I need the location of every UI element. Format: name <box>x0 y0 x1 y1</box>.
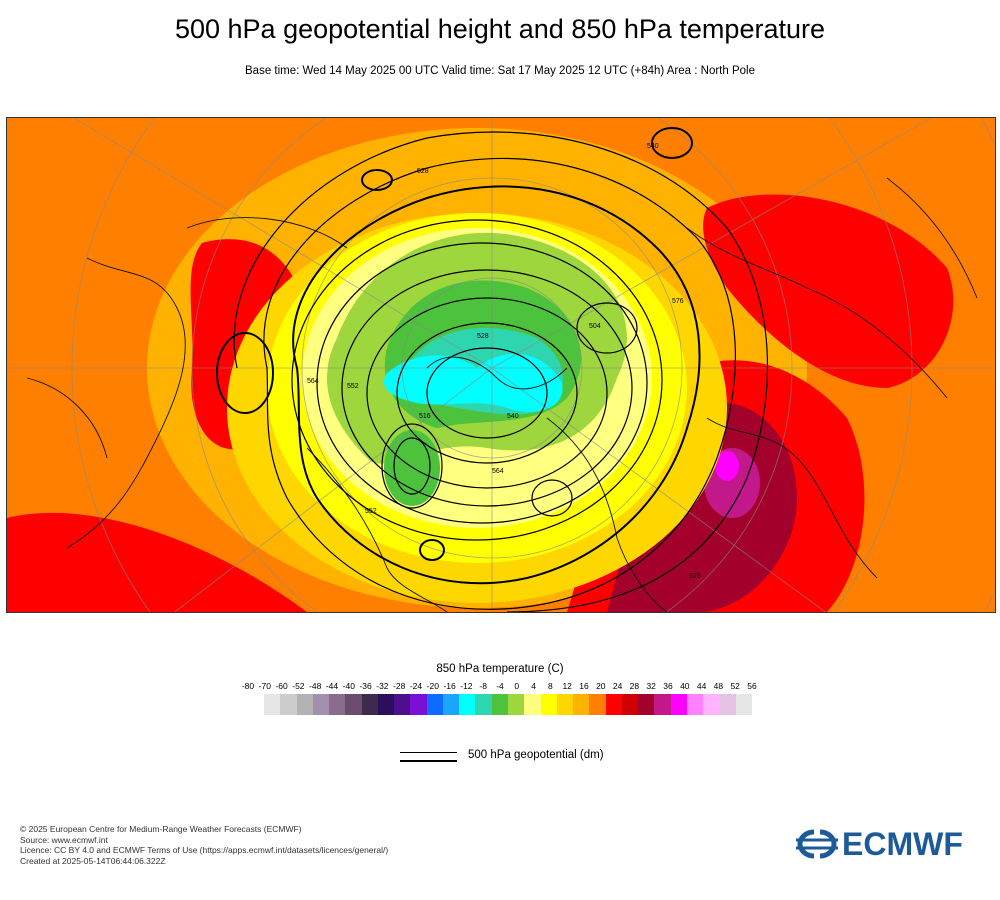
legend-tick-label: -36 <box>359 681 372 691</box>
legend-swatch <box>475 694 492 715</box>
legend-swatch <box>703 694 720 715</box>
legend-swatch <box>345 694 362 715</box>
legend-swatch <box>735 694 752 715</box>
legend-swatch <box>573 694 590 715</box>
legend-tick-label: -32 <box>376 681 389 691</box>
contour-label: 504 <box>589 323 601 330</box>
legend-tick-label: -44 <box>325 681 339 691</box>
legend-swatch <box>426 694 443 715</box>
legend-tick-label: 36 <box>663 681 673 691</box>
legend-tick-label: 0 <box>514 681 520 691</box>
contour-label: 552 <box>347 383 359 390</box>
legend-swatch <box>556 694 574 715</box>
legend-tick-label: 4 <box>531 681 536 691</box>
legend-title: 850 hPa temperature (C) <box>436 663 564 675</box>
geopotential-contours <box>216 127 769 612</box>
contour-label: 564 <box>492 468 504 475</box>
ecmwf-logo-icon <box>796 829 838 859</box>
ecmwf-logo-text: ECMWF <box>842 826 963 862</box>
legend-swatch <box>329 694 346 715</box>
legend-swatch <box>686 694 704 715</box>
legend-tick-label: -70 <box>258 681 271 691</box>
legend-colorbar <box>264 694 752 715</box>
legend-swatch <box>410 694 427 715</box>
legend-tick-label: -12 <box>460 681 473 691</box>
contour-label: 516 <box>419 413 431 420</box>
chart-subtitle: Base time: Wed 14 May 2025 00 UTC Valid … <box>245 65 755 77</box>
legend-tick-label: 32 <box>646 681 656 691</box>
legend-swatch <box>459 694 476 715</box>
legend-tick-label: 20 <box>596 681 606 691</box>
contour-label: 576 <box>689 573 701 580</box>
legend-swatch <box>361 694 378 715</box>
legend-tick-label: 44 <box>696 681 707 691</box>
legend-tick-label: -24 <box>409 681 423 691</box>
legend-swatch <box>377 694 395 715</box>
legend-tick-label: 16 <box>579 681 589 691</box>
legend-swatch <box>719 694 736 715</box>
legend-swatch <box>296 694 313 715</box>
legend-swatch <box>394 694 411 715</box>
source-line: Source: www.ecmwf.int <box>20 834 108 845</box>
legend-tick-label: -20 <box>426 681 439 691</box>
legend-swatch <box>264 694 281 715</box>
footer: © 2025 European Centre for Medium-Range … <box>20 824 388 866</box>
legend-tick-label: 56 <box>747 681 757 691</box>
geopotential-line-sample <box>400 750 457 764</box>
contour-label: 528 <box>477 333 489 340</box>
contour-label: 576 <box>672 298 684 305</box>
contour-label: 564 <box>307 378 319 385</box>
legend-swatch <box>605 694 622 715</box>
legend-swatch <box>621 694 639 715</box>
coastlines <box>26 177 978 612</box>
legend-tick-label: -80 <box>241 681 255 691</box>
graticule <box>7 118 995 612</box>
legend-tick-label: 40 <box>680 681 690 691</box>
legend-swatch <box>491 694 508 715</box>
legend-swatch <box>280 694 297 715</box>
chart-title: 500 hPa geopotential height and 850 hPa … <box>174 14 825 44</box>
legend-tick-label: -4 <box>496 681 504 691</box>
legend-tick-label: 12 <box>562 681 572 691</box>
contour-label: 528 <box>417 168 429 175</box>
legend-tick-label: -16 <box>443 681 456 691</box>
legend-tick-label: 48 <box>713 681 724 691</box>
ecmwf-logo: ECMWF <box>794 826 984 862</box>
legend-swatch <box>507 694 525 715</box>
field-hotpink <box>715 451 739 481</box>
legend-swatch <box>442 694 460 715</box>
contour-label: 540 <box>647 143 659 150</box>
legend-tick-label: 52 <box>730 681 740 691</box>
legend-tick-label: -40 <box>342 681 355 691</box>
legend-swatch <box>312 694 330 715</box>
legend-tick-label: -8 <box>479 681 487 691</box>
legend-ticks: -80 -70 -60 -52 -48 -44 -40 -36 -32 -28 -24 -20 -16-… <box>236 681 766 693</box>
legend-tick-label: -60 <box>275 681 288 691</box>
contour-labels: 552 528 540 564 576 516 504 528 552 564 … <box>307 143 701 580</box>
weather-map: 552 528 540 564 576 516 504 528 552 564 … <box>6 117 996 613</box>
copyright-line: © 2025 European Centre for Medium-Range … <box>20 824 302 834</box>
legend-tick-label: 8 <box>548 681 553 691</box>
legend-tick-label: 24 <box>612 681 623 691</box>
legend-tick-label: -52 <box>292 681 305 691</box>
legend-tick-label: -48 <box>309 681 322 691</box>
contour-label: 540 <box>507 413 519 420</box>
geopotential-key-label: 500 hPa geopotential (dm) <box>468 749 604 761</box>
field-darkred <box>607 402 797 612</box>
legend-swatch <box>638 694 655 715</box>
geopotential-key: 500 hPa geopotential (dm) <box>400 749 660 765</box>
legend-swatch <box>524 694 541 715</box>
licence-line: Licence: CC BY 4.0 and ECMWF Terms of Us… <box>20 845 389 855</box>
legend-swatch <box>589 694 606 715</box>
legend-tick-label: 28 <box>629 681 640 691</box>
map-canvas: 552 528 540 564 576 516 504 528 552 564 … <box>7 118 995 612</box>
contour-label: 552 <box>365 508 377 515</box>
legend-swatch <box>540 694 557 715</box>
legend-swatch <box>670 694 687 715</box>
legend-swatch <box>654 694 671 715</box>
created-line: Created at 2025-05-14T06:44:06.322Z <box>20 855 166 866</box>
legend-tick-label: -28 <box>393 681 406 691</box>
